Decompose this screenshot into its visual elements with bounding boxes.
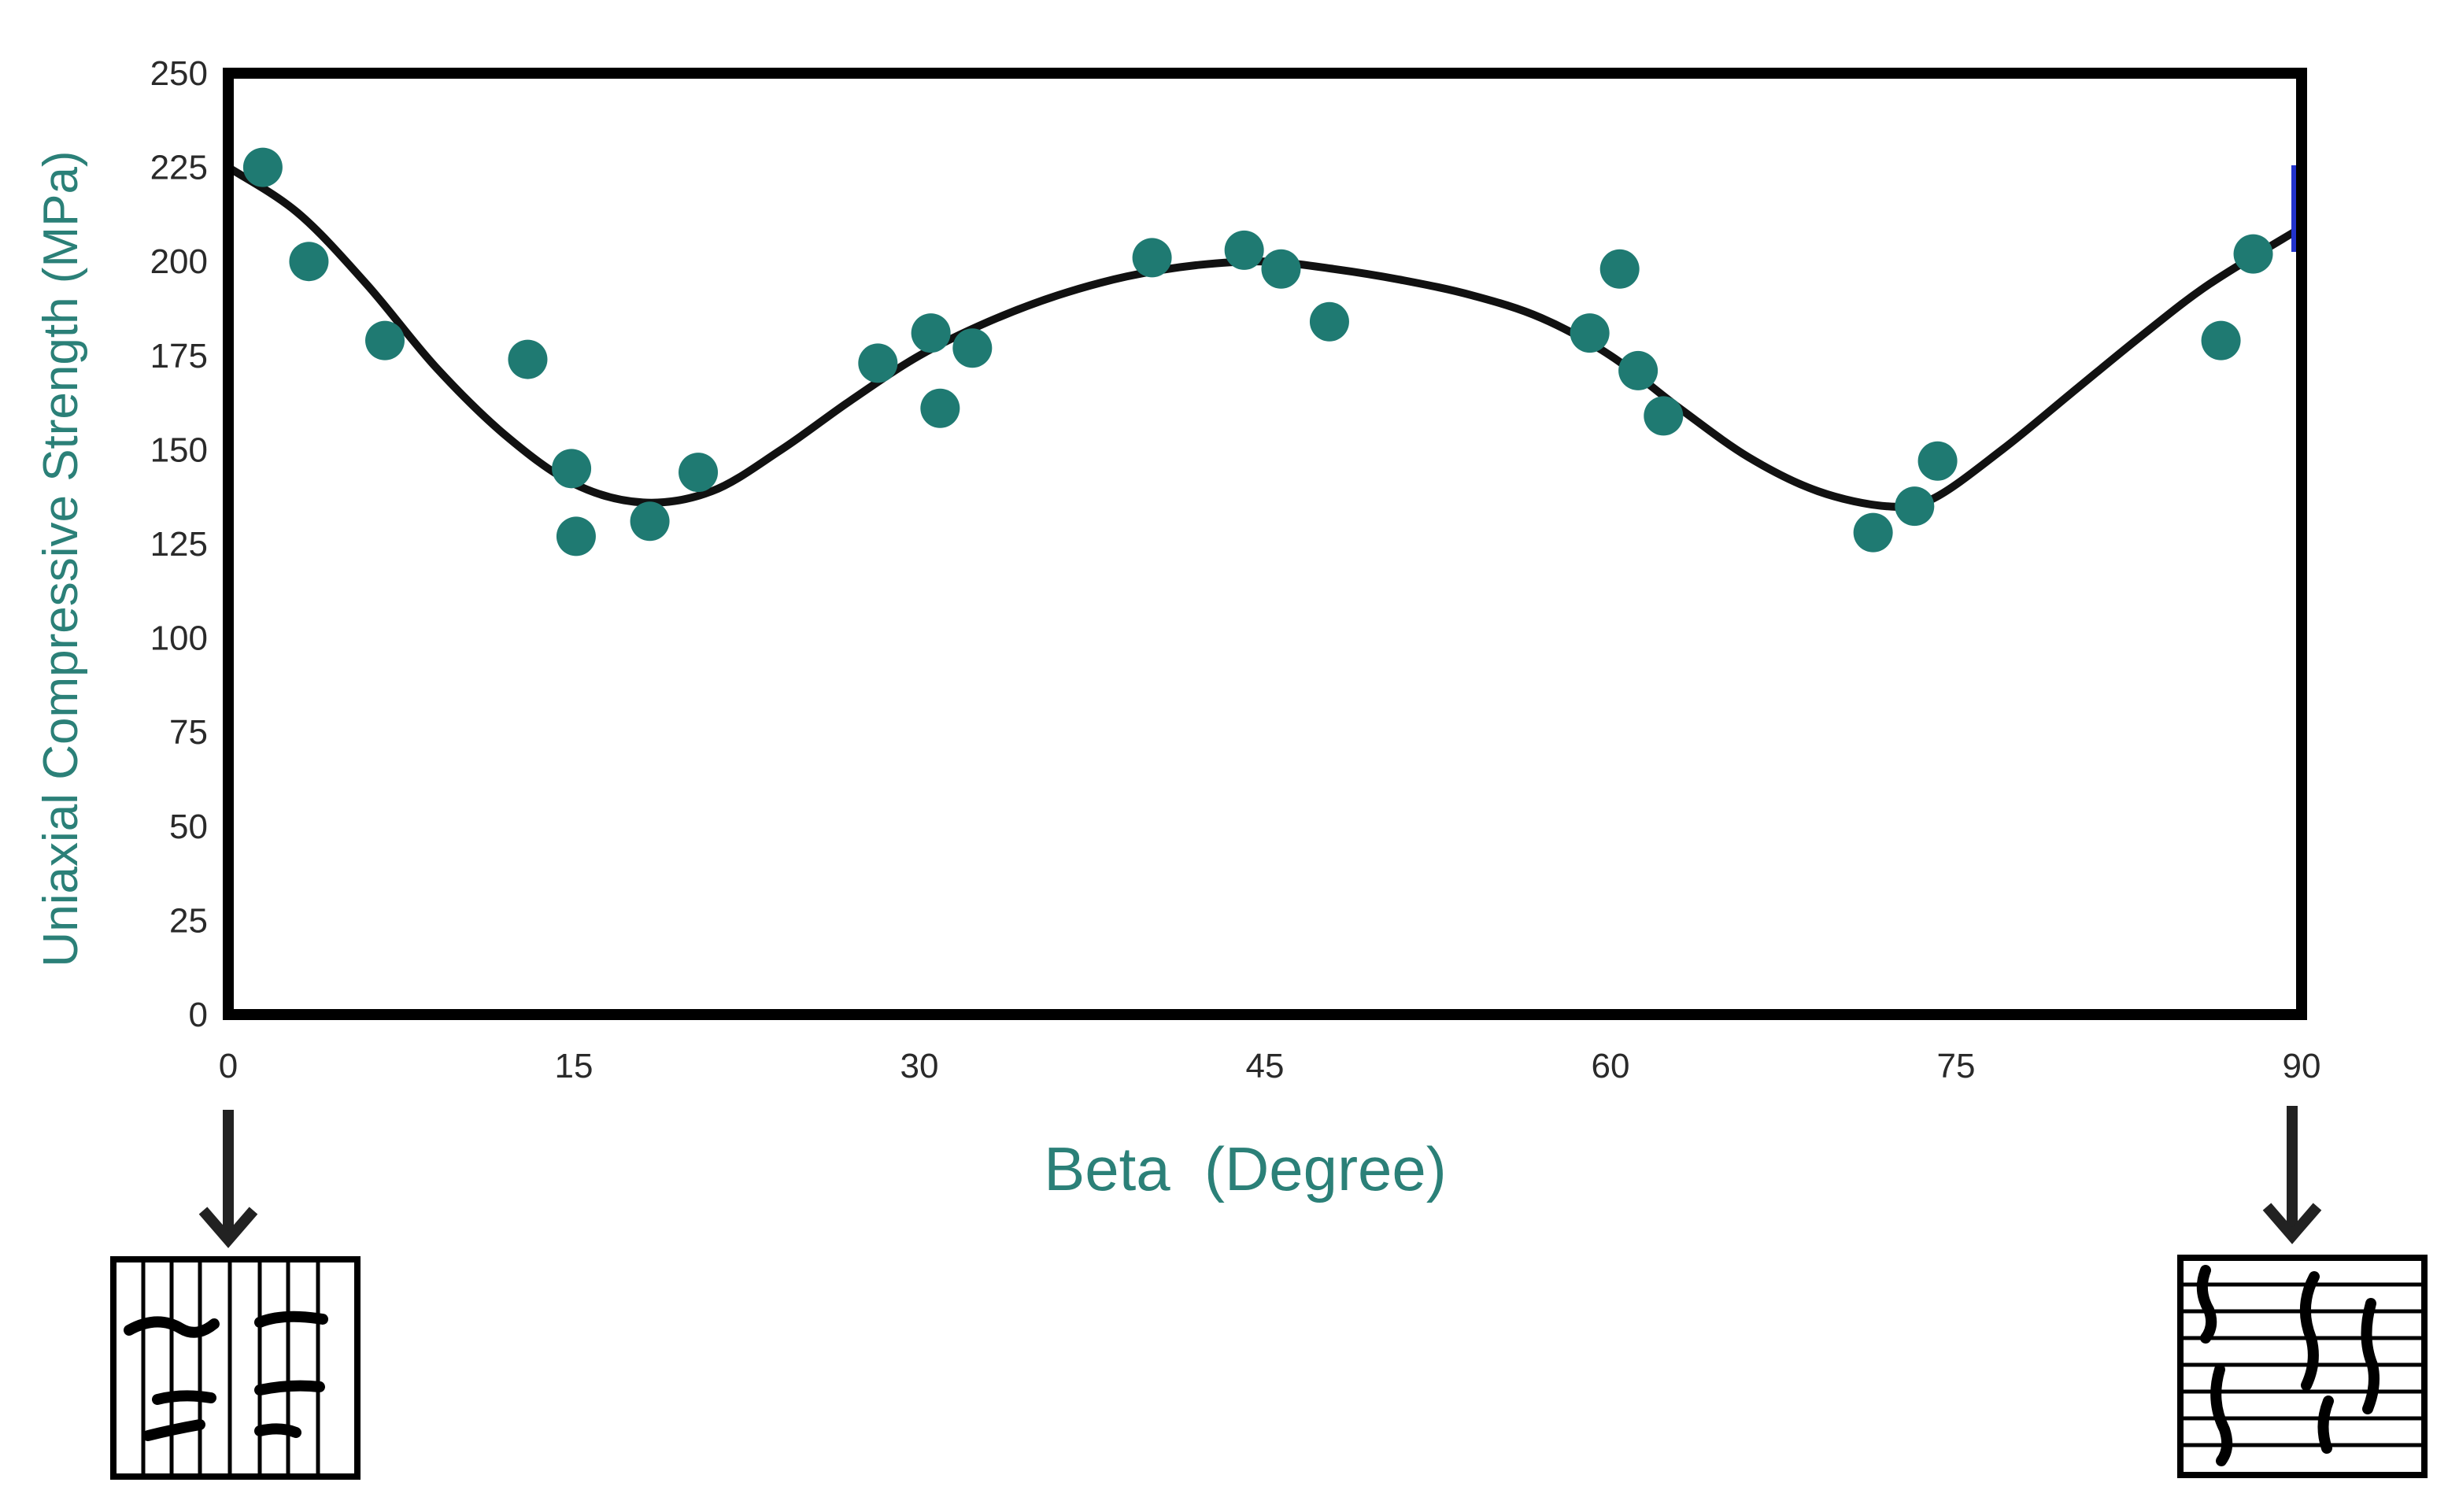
data-point: [365, 320, 405, 360]
specimen-horizontal-layers-icon: [2177, 1255, 2428, 1478]
y-tick-label: 175: [150, 337, 208, 375]
data-point: [556, 516, 596, 556]
data-point: [552, 449, 592, 489]
data-point: [242, 147, 283, 187]
data-point: [1644, 396, 1684, 436]
data-points: [242, 147, 2273, 556]
y-tick-label: 250: [150, 54, 208, 93]
data-point: [952, 328, 993, 368]
x-tick-label: 90: [2283, 1047, 2321, 1085]
beta-90-arrow-icon: [2262, 1106, 2322, 1244]
data-point: [2233, 234, 2273, 274]
data-point: [630, 501, 670, 542]
y-tick-label: 200: [150, 242, 208, 281]
data-point: [1309, 301, 1349, 342]
data-point: [1570, 313, 1610, 353]
x-tick-label: 0: [219, 1047, 238, 1085]
beta-0-arrow-icon: [198, 1110, 258, 1248]
y-tick-label: 225: [150, 149, 208, 187]
right-edge-marker: [2291, 165, 2296, 252]
specimen-vertical-layers-icon: [110, 1256, 361, 1480]
data-point: [1618, 350, 1659, 390]
data-point: [920, 388, 960, 428]
data-point: [1132, 238, 1172, 278]
data-point: [1224, 230, 1264, 270]
y-tick-label: 100: [150, 619, 208, 658]
data-point: [508, 339, 548, 379]
y-tick-label: 50: [169, 808, 208, 846]
fit-curve: [224, 163, 2306, 512]
x-tick-label: 60: [1592, 1047, 1630, 1085]
data-point: [1917, 441, 1958, 481]
x-axis-tick-labels: 0 15 30 45 60 75 90: [219, 1047, 2321, 1085]
data-point: [289, 242, 329, 282]
data-point: [1853, 512, 1893, 553]
plot-frame: [223, 68, 2307, 1020]
y-tick-label: 125: [150, 525, 208, 564]
data-point: [1599, 249, 1640, 289]
y-tick-label: 75: [169, 713, 208, 752]
data-point: [911, 313, 951, 353]
y-tick-label: 150: [150, 431, 208, 469]
x-tick-label: 15: [555, 1047, 594, 1085]
y-tick-label: 25: [169, 901, 208, 940]
data-point: [1895, 486, 1935, 527]
x-axis-title: Beta (Degree): [1044, 1134, 1447, 1203]
data-point: [858, 343, 898, 383]
data-point: [679, 453, 719, 493]
data-point: [2201, 320, 2241, 360]
y-axis-tick-labels: 0 25 50 75 100 125 150 175 200 225 250: [150, 54, 208, 1034]
x-tick-label: 45: [1246, 1047, 1285, 1085]
x-tick-label: 75: [1937, 1047, 1976, 1085]
y-axis-title: Uniaxial Compressive Strength (MPa): [34, 150, 88, 967]
x-tick-label: 30: [900, 1047, 939, 1085]
data-point: [1261, 249, 1301, 289]
y-tick-label: 0: [189, 996, 208, 1034]
